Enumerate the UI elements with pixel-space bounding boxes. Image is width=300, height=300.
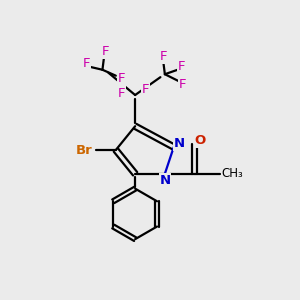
Text: N: N: [174, 137, 185, 150]
Text: F: F: [160, 50, 167, 63]
Text: F: F: [178, 60, 185, 73]
Text: Br: Br: [76, 143, 93, 157]
Text: N: N: [159, 174, 170, 187]
Text: CH₃: CH₃: [221, 167, 243, 180]
Text: F: F: [118, 72, 125, 85]
Text: F: F: [102, 45, 109, 58]
Text: F: F: [179, 78, 186, 91]
Text: F: F: [142, 82, 149, 96]
Text: F: F: [118, 87, 125, 100]
Text: O: O: [194, 134, 206, 147]
Text: F: F: [82, 57, 90, 70]
